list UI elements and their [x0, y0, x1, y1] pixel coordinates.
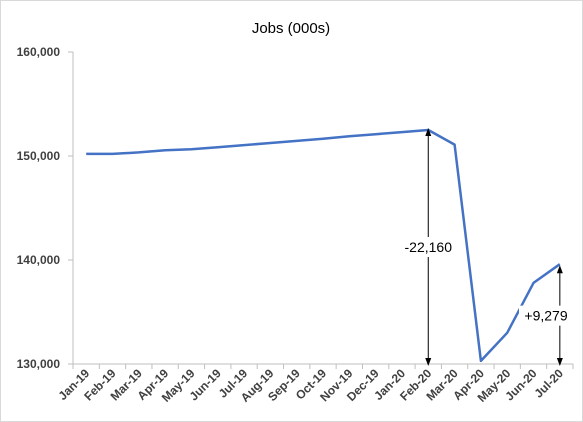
x-tick-label: Jul-20 [532, 366, 567, 401]
annotation-label: -22,160 [405, 239, 453, 255]
series-line [86, 128, 561, 363]
x-axis: Jan-19Feb-19Mar-19Apr-19May-19Jun-19Jul-… [55, 363, 574, 405]
annotation-label-background [397, 237, 460, 257]
chart-title: Jobs (000s) [252, 20, 330, 37]
y-tick-label: 130,000 [17, 357, 61, 371]
series-layer [86, 128, 561, 363]
annotation-label-background [519, 305, 573, 326]
y-tick-label: 160,000 [17, 45, 61, 59]
y-tick-label: 140,000 [17, 253, 61, 267]
y-tick-label: 150,000 [17, 149, 61, 163]
annotation-label: +9,279 [524, 308, 567, 324]
y-axis: 130,000 140,000 150,000 160,000 [17, 45, 74, 371]
annotation-layer: -22,160 +9,279 [397, 128, 573, 366]
